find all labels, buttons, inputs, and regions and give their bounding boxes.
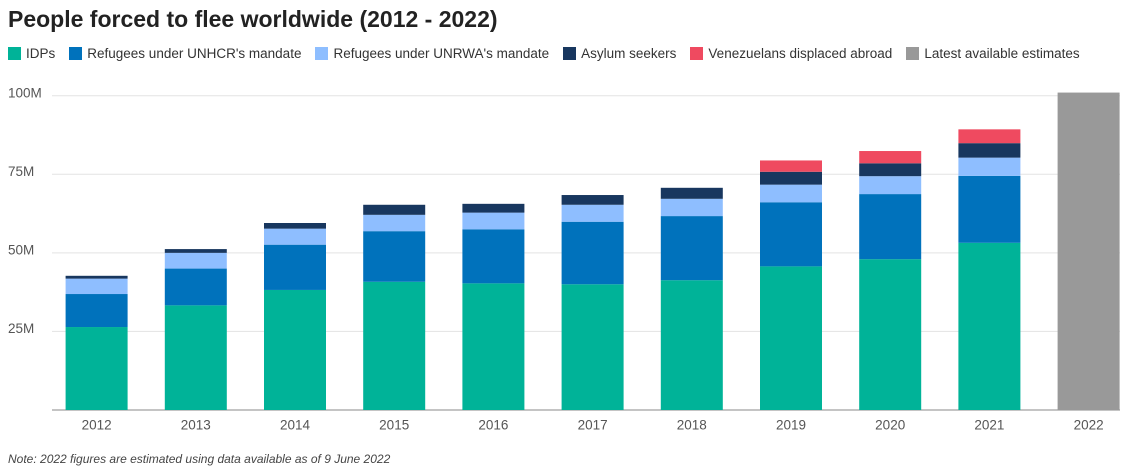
bar-segment [264,289,326,410]
legend-swatch [315,47,329,60]
x-tick-label: 2015 [379,418,409,433]
legend-swatch [690,47,704,60]
legend-swatch [563,47,577,60]
bar-segment [760,184,822,203]
x-tick-label: 2018 [677,418,707,433]
bar-segment [462,212,525,230]
bar-segment [859,259,922,410]
bar-segment [760,160,822,172]
bar-segment [1057,92,1120,411]
bar-segment [561,221,624,285]
bar-segment [958,129,1021,144]
legend-label: Refugees under UNRWA's mandate [333,46,550,61]
x-tick-label: 2017 [578,418,608,433]
x-tick-label: 2016 [478,418,508,433]
x-tick-label: 2013 [181,418,211,433]
bar-segment [660,187,723,199]
bar-segment [760,266,822,410]
bar-segment [164,249,227,253]
legend-item: IDPs [8,46,55,61]
bar-segment [164,252,227,269]
y-tick-label: 50M [8,242,34,257]
bar-segment [462,283,525,410]
x-tick-label: 2019 [776,418,806,433]
legend-item: Refugees under UNRWA's mandate [315,46,549,61]
bar-segment [760,171,822,185]
bar-segment [660,216,723,281]
x-tick-label: 2022 [1074,418,1104,433]
y-tick-label: 75M [8,164,34,179]
bar-segment [958,242,1021,410]
bar-segment [660,280,723,410]
legend-label: Refugees under UNHCR's mandate [87,46,302,61]
legend: IDPs Refugees under UNHCR's mandate Refuge… [8,46,1080,61]
bar-segment [363,281,426,410]
bar-segment [462,203,525,213]
x-tick-label: 2014 [280,418,311,433]
bar-segment [264,244,326,290]
bar-segment [859,151,922,164]
x-tick-label: 2020 [875,418,905,433]
legend-swatch [8,47,21,60]
bar-segment [164,305,227,410]
bar-segment [363,231,426,282]
note: Note: 2022 figures are estimated using d… [8,452,391,466]
bar-segment [561,204,624,222]
bar-segment [65,278,128,295]
x-tick-label: 2012 [82,418,112,433]
bar-segment [958,157,1021,176]
bar-segment [561,284,624,410]
bar-segment [859,176,922,195]
legend-label: IDPs [26,46,56,61]
chart-title: People forced to flee worldwide (2012 - … [8,6,498,32]
x-tick-label: 2021 [974,418,1004,433]
bar-segment [264,223,326,229]
bar-segment [958,143,1021,158]
legend-item: Refugees under UNHCR's mandate [69,46,301,61]
bar-segment [660,198,723,217]
bar-segment [65,294,128,328]
bar-segment [859,194,922,260]
bar-segment [164,268,227,306]
legend-swatch [906,47,920,60]
legend-label: Asylum seekers [581,46,677,61]
chart: 25M 50M 75M 100M 2012 2013 2014 2015 2016 2017 201… [8,85,1120,433]
legend-label: Latest available estimates [924,46,1080,61]
bar-segment [264,228,326,245]
legend-item: Venezuelans displaced abroad [690,46,892,61]
y-tick-label: 100M [8,85,42,100]
bar-segment [561,195,624,205]
legend-item: Asylum seekers [563,46,676,61]
bar-segment [363,214,426,232]
bar-segment [65,275,128,279]
bar-segment [958,175,1021,243]
y-tick-label: 25M [8,321,34,336]
bar-segment [363,204,426,215]
bar-segment [65,327,128,410]
bar-segment [462,229,525,284]
bar-segment [760,202,822,267]
legend-swatch [69,47,83,60]
legend-item: Latest available estimates [906,46,1080,61]
legend-label: Venezuelans displaced abroad [708,46,893,61]
bar-segment [859,163,922,177]
